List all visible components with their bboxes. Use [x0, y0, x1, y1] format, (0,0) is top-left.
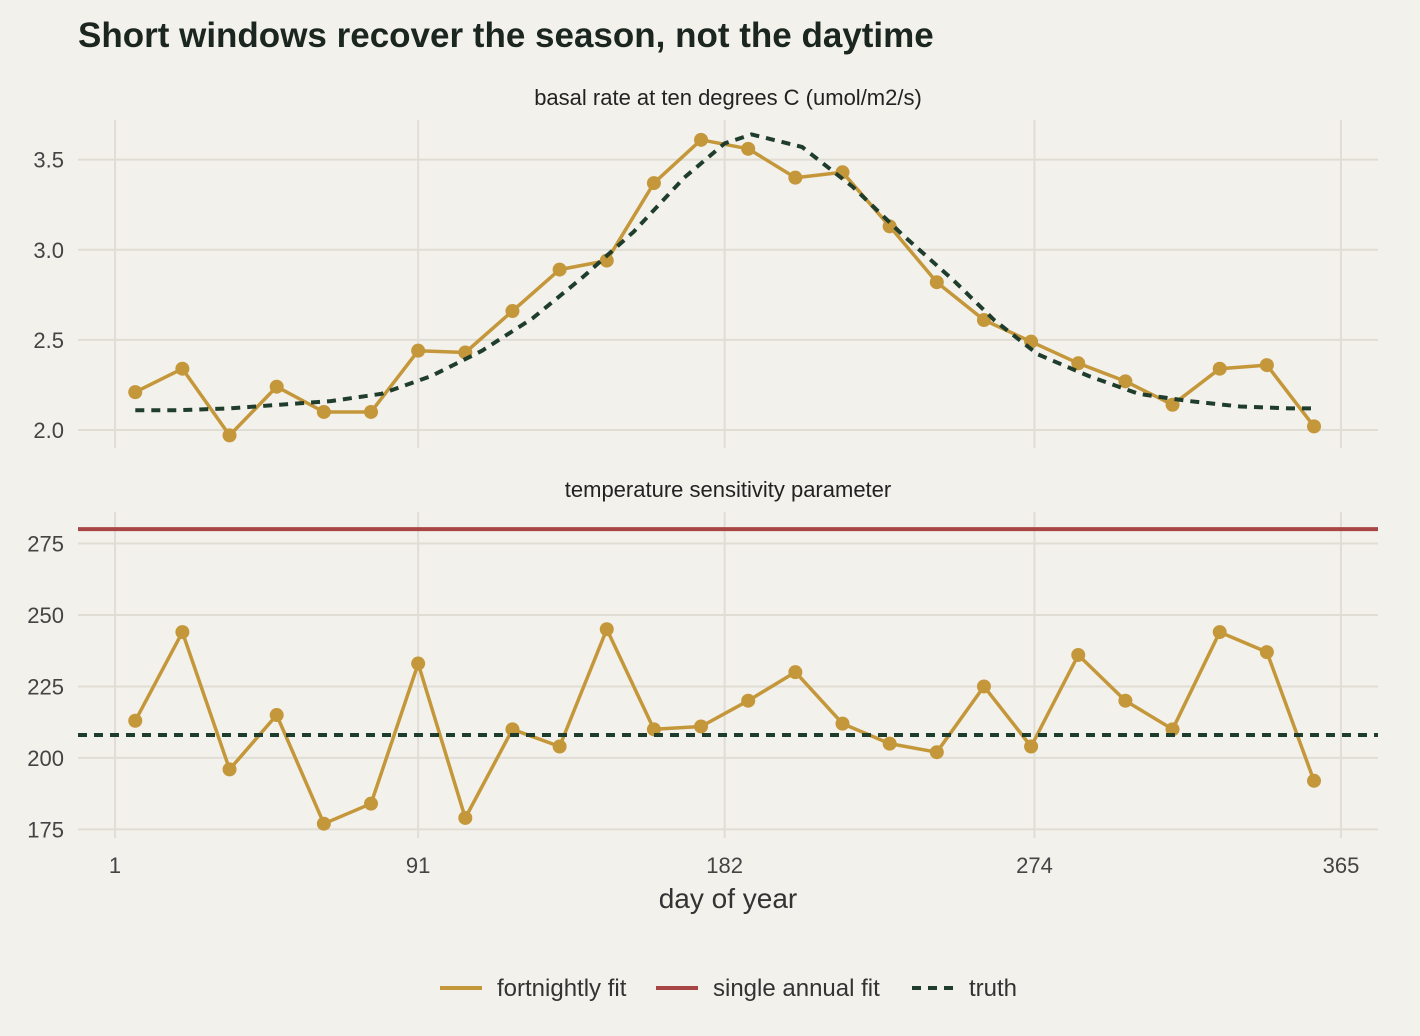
legend-label-annual: single annual fit: [713, 975, 880, 1002]
fortnightly-fit-point: [1024, 739, 1039, 754]
x-tick-label: 182: [706, 853, 743, 878]
fortnightly-fit-point: [411, 343, 426, 358]
fortnightly-fit-point: [1212, 361, 1227, 376]
y-tick-label: 3.0: [33, 238, 64, 263]
fortnightly-fit-point: [929, 745, 944, 760]
fortnightly-fit-point: [976, 679, 991, 694]
fortnightly-fit-point: [788, 170, 803, 185]
fortnightly-fit-point: [316, 816, 331, 831]
fortnightly-fit-point: [1259, 645, 1274, 660]
chart-title: Short windows recover the season, not th…: [78, 16, 934, 55]
panel-basal-rate: 2.0 2.5 3.0 3.5: [33, 120, 1378, 448]
x-tick-label: 91: [406, 853, 430, 878]
y-tick-label: 200: [27, 746, 64, 771]
fortnightly-fit-point: [364, 404, 379, 419]
fortnightly-fit-point: [175, 625, 190, 640]
fortnightly-fit-point: [882, 736, 897, 751]
y-tick-label: 275: [27, 531, 64, 556]
fortnightly-fit-point: [1307, 773, 1322, 788]
x-tick-label: 365: [1323, 853, 1360, 878]
fortnightly-fit-point: [128, 385, 143, 400]
fortnightly-fit-point: [1165, 397, 1180, 412]
fortnightly-fit-point: [505, 304, 520, 319]
fortnightly-fit-point: [599, 622, 614, 637]
fortnightly-fit-point: [1118, 374, 1133, 389]
fortnightly-fit-point: [222, 762, 237, 777]
fortnightly-fit-point: [694, 132, 709, 147]
panel-temperature-sensitivity: 175 200 225 250 275: [27, 512, 1378, 842]
fortnightly-fit-point: [741, 693, 756, 708]
fortnightly-fit-point: [741, 141, 756, 156]
fortnightly-fit-point: [599, 253, 614, 268]
fortnightly-fit-point: [222, 428, 237, 443]
fortnightly-fit-point: [552, 262, 567, 277]
fortnightly-fit-point: [1118, 693, 1133, 708]
fortnightly-fit-point: [1212, 625, 1227, 640]
x-axis-label: day of year: [659, 883, 798, 914]
fortnightly-fit-point: [694, 719, 709, 734]
fortnightly-fit-point: [1259, 358, 1274, 373]
legend-label-fortnightly: fortnightly fit: [497, 975, 627, 1002]
fortnightly-fit-point: [364, 796, 379, 811]
fortnightly-fit-point: [269, 708, 284, 723]
fortnightly-fit-point: [411, 656, 426, 671]
x-tick-label: 274: [1016, 853, 1053, 878]
fortnightly-fit-point: [269, 379, 284, 394]
fortnightly-fit-point: [175, 361, 190, 376]
fortnightly-fit-point: [929, 275, 944, 290]
y-tick-label: 2.5: [33, 328, 64, 353]
y-tick-label: 250: [27, 603, 64, 628]
fortnightly-fit-point: [1071, 356, 1086, 371]
legend-label-truth: truth: [969, 975, 1017, 1002]
fortnightly-fit-point: [1307, 419, 1322, 434]
legend: fortnightly fit single annual fit truth: [440, 975, 1017, 1002]
fortnightly-fit-point: [128, 713, 143, 728]
fortnightly-fit-point: [552, 739, 567, 754]
y-tick-label: 225: [27, 674, 64, 699]
fortnightly-fit-point: [505, 722, 520, 737]
fortnightly-fit-point: [882, 219, 897, 234]
y-tick-label: 175: [27, 817, 64, 842]
fortnightly-fit-point: [1071, 647, 1086, 662]
fortnightly-fit-line: [133, 627, 1316, 826]
y-tick-label: 3.5: [33, 148, 64, 173]
fortnightly-fit-point: [976, 313, 991, 328]
fortnightly-fit-point: [835, 716, 850, 731]
fortnightly-fit-point: [316, 404, 331, 419]
fortnightly-fit-point: [646, 176, 661, 191]
x-tick-label: 1: [109, 853, 121, 878]
fortnightly-fit-point: [1165, 722, 1180, 737]
panel-strip-label-sensitivity: temperature sensitivity parameter: [565, 477, 891, 502]
x-axis-ticks: 1 91 182 274 365: [109, 853, 1359, 878]
y-tick-label: 2.0: [33, 418, 64, 443]
panel-strip-label-basal: basal rate at ten degrees C (umol/m2/s): [534, 85, 922, 110]
fortnightly-fit-point: [646, 722, 661, 737]
fortnightly-fit-point: [788, 665, 803, 680]
fortnightly-fit-point: [458, 810, 473, 825]
truth-line: [135, 132, 1314, 413]
